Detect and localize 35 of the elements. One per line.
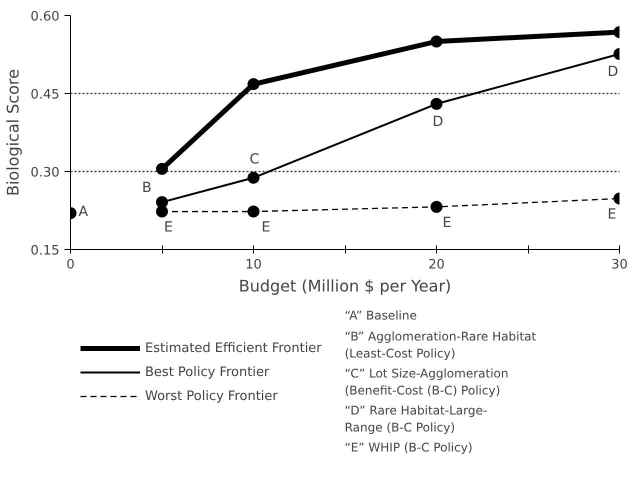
text: “D” Rare Habitat-Large- Range (B-C Policy) [344, 404, 488, 434]
y-axis-title: Biological Score [4, 68, 23, 196]
legend-label: Best Policy Frontier [145, 364, 270, 380]
x-tick-label: 10 [245, 258, 262, 272]
annotation: E [164, 220, 173, 236]
point [248, 78, 260, 90]
point [430, 98, 442, 110]
point [430, 200, 442, 213]
annotation: E [262, 220, 270, 236]
annotation: E [608, 206, 616, 223]
x-tick-label: 30 [611, 258, 628, 272]
annotation: D [432, 114, 444, 130]
y-tick-label: 0.45 [30, 88, 60, 102]
y-tick-label: 0.15 [30, 244, 60, 258]
annotation: C [250, 152, 260, 168]
x-axis-title: Budget (Million $ per Year) [238, 276, 452, 296]
annotation: E [442, 214, 452, 231]
point [156, 162, 168, 175]
x-tick-label: 0 [66, 258, 75, 272]
annotation: D [608, 64, 618, 80]
annotation: B [142, 180, 152, 196]
point [430, 36, 442, 48]
text: “E” WHIP (B-C Policy) [344, 440, 473, 454]
y-tick-label: 0.30 [30, 166, 60, 180]
annotation: A [78, 204, 88, 220]
x-tick-label: 20 [428, 258, 445, 272]
point [156, 206, 168, 218]
legend-label: Worst Policy Frontier [145, 388, 278, 404]
text: “C” Lot Size-Agglomeration (Benefit-Cost (B-C) Policy) [344, 366, 508, 398]
y-tick-label: 0.60 [30, 10, 60, 24]
legend-label: Estimated Efficient Frontier [145, 340, 322, 356]
text: “A” Baseline [344, 308, 417, 322]
point [248, 172, 260, 184]
point [248, 206, 260, 218]
text: “B” Agglomeration-Rare Habitat (Least-Cost Policy) [344, 330, 537, 360]
